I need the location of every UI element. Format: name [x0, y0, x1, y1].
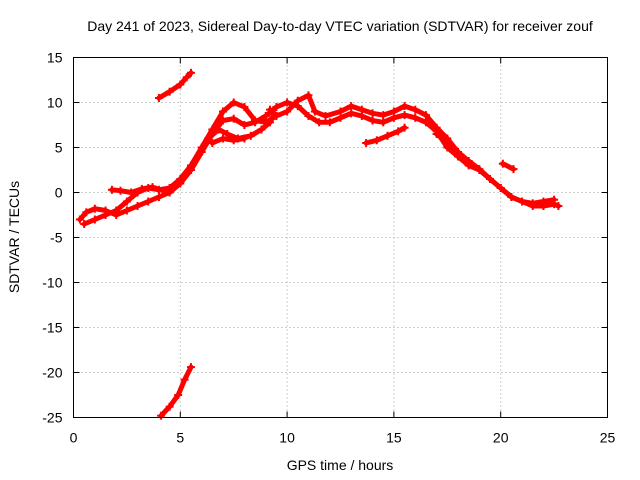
series-line-track-b — [81, 92, 561, 227]
y-tick-label: 15 — [47, 50, 63, 66]
x-tick-label: 15 — [386, 430, 402, 446]
y-tick-label: -15 — [42, 320, 62, 336]
series-line-track-j — [158, 364, 194, 419]
data-series — [75, 68, 563, 420]
x-axis-label: GPS time / hours — [287, 457, 394, 473]
axis-ticks — [73, 57, 608, 418]
x-tick-label: 25 — [600, 430, 616, 446]
y-tick-label: -5 — [50, 230, 63, 246]
x-tick-label: 20 — [493, 430, 509, 446]
x-tick-label: 5 — [176, 430, 184, 446]
y-axis-label: SDTVAR / TECUs — [6, 181, 22, 293]
x-tick-label: 0 — [70, 430, 78, 446]
y-tick-label: -25 — [42, 410, 62, 426]
y-tick-label: -10 — [42, 275, 62, 291]
y-tick-label: 5 — [55, 140, 63, 156]
tick-labels: 0 5 10 15 20 25 15 10 5 0 -5 -10 -15 -20 -25 — [42, 50, 615, 446]
y-tick-label: 0 — [55, 185, 63, 201]
chart-title: Day 241 of 2023, Sidereal Day-to-day VTE… — [87, 18, 593, 34]
y-tick-label: 10 — [47, 95, 63, 111]
x-tick-label: 10 — [279, 430, 295, 446]
y-tick-label: -20 — [42, 365, 62, 381]
series-line-track-e — [209, 136, 247, 146]
